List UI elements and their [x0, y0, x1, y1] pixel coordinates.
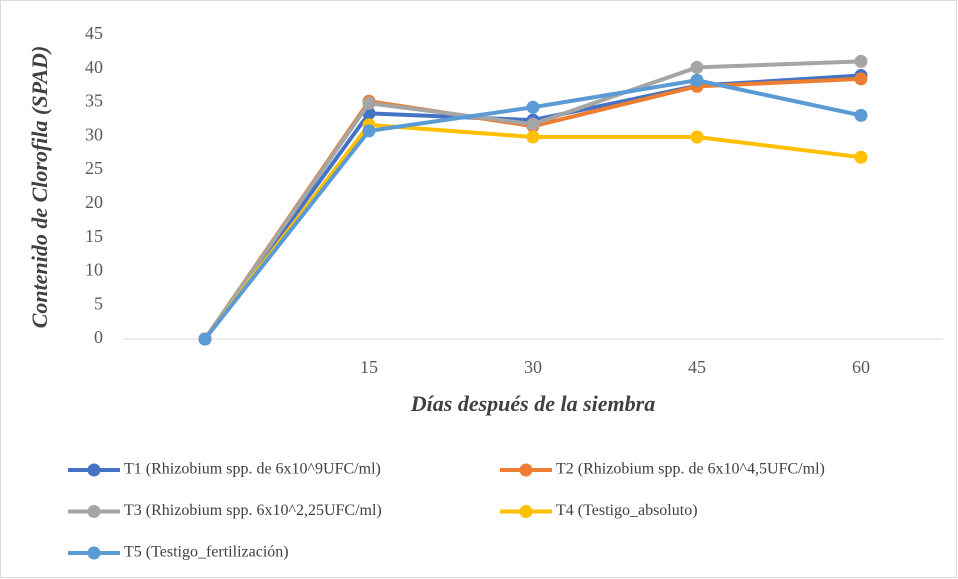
y-tick-label: 35 — [85, 91, 103, 111]
legend-marker — [519, 463, 533, 477]
legend-label: T5 (Testigo_fertilización) — [124, 544, 289, 561]
data-point — [198, 332, 212, 346]
x-axis-title: Días después de la siembra — [410, 391, 655, 416]
y-tick-label: 5 — [94, 293, 103, 313]
data-point — [526, 117, 540, 131]
y-tick-label: 0 — [94, 327, 103, 347]
y-tick-label: 20 — [85, 192, 103, 212]
data-point — [362, 124, 376, 138]
data-point — [854, 150, 868, 164]
data-point — [362, 96, 376, 110]
data-point — [854, 72, 868, 86]
legend-label: T4 (Testigo_absoluto) — [556, 502, 698, 519]
y-tick-label: 30 — [85, 124, 103, 144]
data-point — [854, 54, 868, 68]
y-tick-label: 10 — [85, 260, 103, 280]
legend-marker — [87, 546, 101, 560]
y-axis-title: Contenido de Clorofila (SPAD) — [27, 46, 52, 329]
y-tick-label: 45 — [85, 23, 103, 43]
x-tick-label: 15 — [360, 357, 378, 377]
data-point — [854, 108, 868, 122]
legend-marker — [87, 463, 101, 477]
data-point — [690, 73, 704, 87]
legend-label: T2 (Rhizobium spp. de 6x10^4,5UFC/ml) — [556, 461, 825, 478]
x-tick-label: 60 — [852, 357, 870, 377]
legend-marker — [87, 505, 101, 518]
x-tick-label: 30 — [524, 357, 542, 377]
y-tick-label: 25 — [85, 158, 103, 178]
x-tick-label: 45 — [688, 357, 706, 377]
legend-marker — [519, 505, 533, 518]
data-point — [526, 130, 540, 144]
legend-label: T1 (Rhizobium spp. de 6x10^9UFC/ml) — [124, 461, 381, 478]
data-point — [690, 60, 704, 74]
legend-label: T3 (Rhizobium spp. 6x10^2,25UFC/ml) — [124, 502, 382, 519]
y-tick-label: 40 — [85, 57, 103, 77]
data-point — [526, 100, 540, 114]
data-point — [690, 130, 704, 144]
y-tick-label: 15 — [85, 226, 103, 246]
